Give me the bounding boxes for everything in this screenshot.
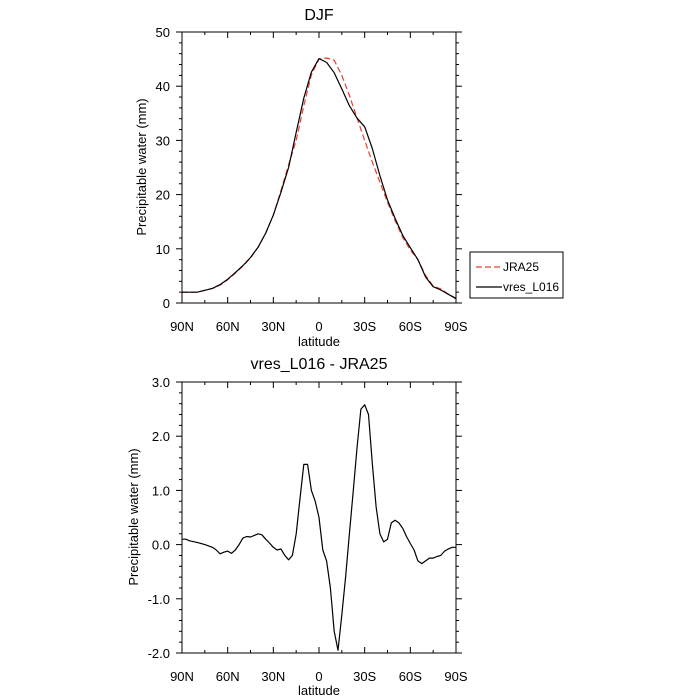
bottom-y-tick-label: 2.0 [152, 429, 170, 444]
bottom-x-tick-label: 60N [216, 669, 240, 684]
top-x-tick-label: 60S [399, 319, 422, 334]
bottom-series-line-vres-l016-jra25 [182, 404, 456, 651]
top-y-tick-label: 10 [156, 242, 170, 257]
bottom-y-tick-label: -2.0 [148, 646, 170, 661]
bottom-x-tick-label: 30S [353, 669, 376, 684]
legend-label-jra25: JRA25 [503, 260, 539, 274]
bottom-y-tick-label: 0.0 [152, 538, 170, 553]
legend-label-vres-l016: vres_L016 [503, 280, 559, 294]
top-series-group [182, 57, 457, 300]
top-y-axis-label: Precipitable water (mm) [134, 98, 149, 235]
bottom-chart-title: vres_L016 - JRA25 [251, 356, 388, 373]
bottom-x-tick-label: 60S [399, 669, 422, 684]
bottom-series-group [182, 404, 456, 651]
top-panel: DJF 90N 60N 30N 0 30S 60S 90S 0 10 20 30 40 50 latit… [134, 7, 468, 349]
top-y-tick-label: 40 [156, 79, 170, 94]
top-series-line-jra25 [182, 57, 457, 299]
bottom-y-tick-label: 3.0 [152, 375, 170, 390]
bottom-x-tick-label: 0 [315, 669, 322, 684]
top-x-tick-label: 60N [216, 319, 240, 334]
top-y-tick-label: 0 [163, 296, 170, 311]
top-x-axis-label: latitude [298, 334, 340, 349]
bottom-panel: vres_L016 - JRA25 90N 60N 30N 0 30S 60S 90S 3.0… [126, 356, 468, 698]
bottom-y-tick-label: 1.0 [152, 483, 170, 498]
top-chart-title: DJF [304, 7, 334, 24]
top-y-tick-label: 20 [156, 188, 170, 203]
bottom-plot-frame [181, 381, 457, 654]
bottom-x-tick-label: 90N [170, 669, 194, 684]
bottom-x-tick-label: 30N [261, 669, 285, 684]
bottom-x-tick-label: 90S [444, 669, 467, 684]
legend: JRA25 vres_L016 [469, 251, 564, 299]
top-plot-frame [181, 31, 457, 304]
bottom-y-tick-label: -1.0 [148, 592, 170, 607]
legend-box [469, 251, 564, 299]
top-y-tick-label: 30 [156, 133, 170, 148]
top-x-tick-label: 90S [444, 319, 467, 334]
top-x-tick-label: 90N [170, 319, 194, 334]
top-x-tick-label: 30S [353, 319, 376, 334]
top-series-line-vres-l016 [182, 57, 457, 300]
top-axis-group: 90N 60N 30N 0 30S 60S 90S 0 10 20 30 40 50 [156, 25, 468, 334]
top-x-tick-label: 30N [261, 319, 285, 334]
top-y-tick-label: 50 [156, 25, 170, 40]
bottom-axis-group: 90N 60N 30N 0 30S 60S 90S 3.0 2.0 1.0 0.0 -1.0 -2.0 [148, 375, 468, 684]
bottom-x-axis-label: latitude [298, 683, 340, 698]
top-x-tick-label: 0 [315, 319, 322, 334]
bottom-y-axis-label: Precipitable water (mm) [126, 448, 141, 585]
